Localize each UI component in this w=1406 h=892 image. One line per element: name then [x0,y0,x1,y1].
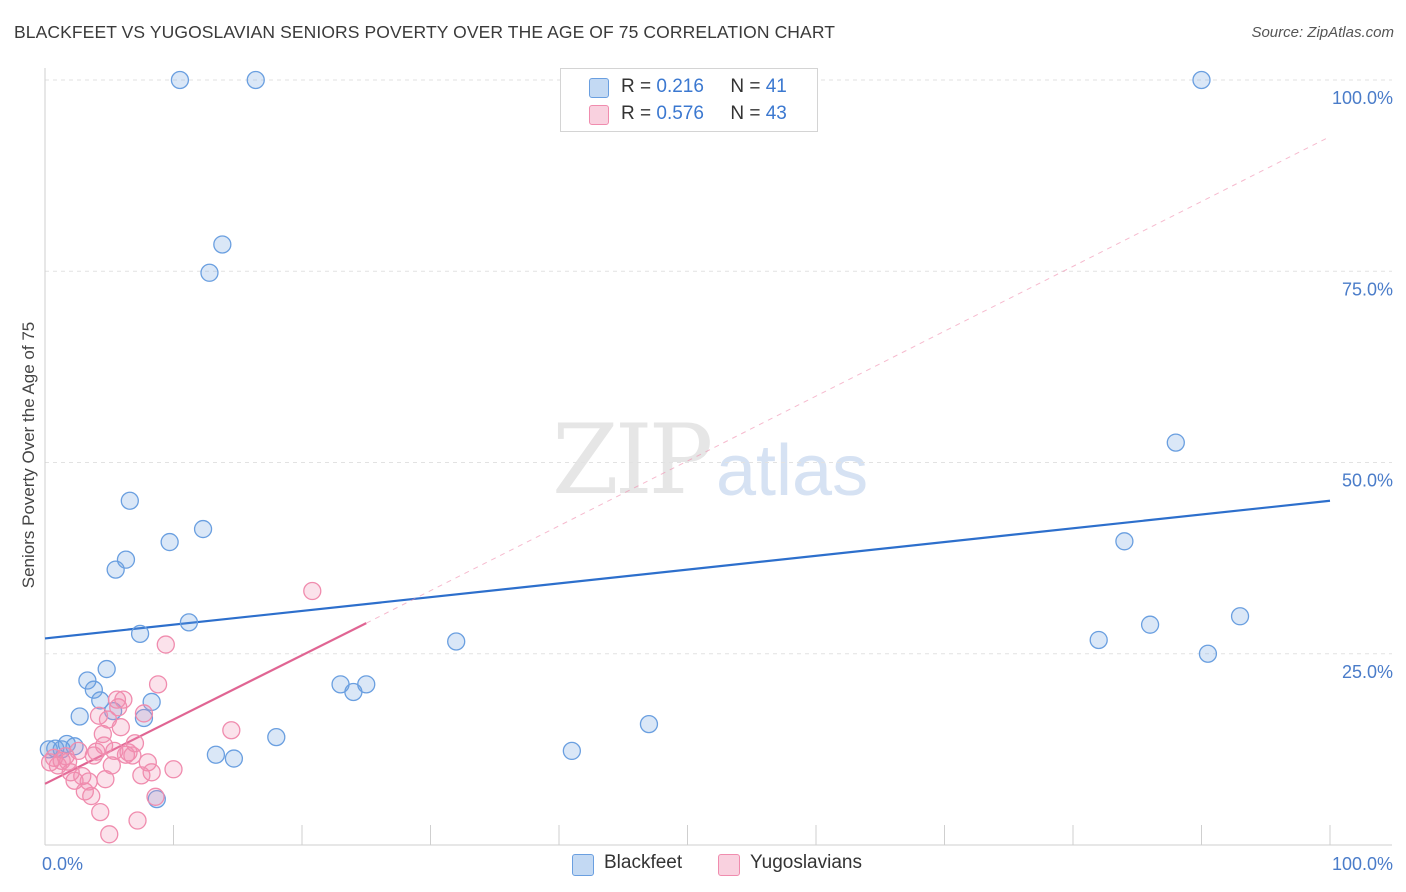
point-blackfeet [1230,607,1250,626]
point-yugoslavians [91,802,110,822]
point-blackfeet [179,613,199,632]
point-yugoslavians [69,741,88,761]
y-tick-label: 75.0% [1342,279,1393,299]
point-blackfeet [1140,615,1160,634]
point-yugoslavians [107,690,127,709]
correlation-legend: R = 0.216 N = 41 R = 0.576 N = 43 [560,68,818,132]
axes [44,68,1392,846]
point-blackfeet [562,741,581,761]
point-blackfeet [639,714,659,734]
point-blackfeet [78,671,97,690]
trend-extension-1 [366,136,1331,624]
trend-line-1 [44,622,367,785]
legend-r-value: 0.216 [656,76,704,97]
point-blackfeet [84,680,103,699]
series-swatch-yugoslavians [718,854,740,876]
legend-text-blackfeet: R = 0.216 N = 41 [621,76,787,98]
source-credit[interactable]: Source: ZipAtlas.com [1251,24,1394,41]
point-yugoslavians [303,581,322,601]
grid-lines [45,79,1392,655]
point-blackfeet [1198,644,1218,663]
point-yugoslavians [89,706,109,725]
point-blackfeet [447,632,466,651]
x-tick-label-max: 100.0% [1332,854,1393,874]
legend-n-label: N = [730,103,761,124]
point-yugoslavians [146,787,165,806]
point-blackfeet [116,550,136,569]
legend-r-value: 0.576 [656,103,704,124]
point-blackfeet [120,491,139,510]
legend-swatch-yugoslavians [589,105,609,125]
legend-text-yugoslavians: R = 0.576 N = 43 [621,103,787,125]
trend-lines [44,136,1331,785]
watermark-atlas: atlas [716,431,869,511]
legend-n-label: N = [730,76,761,97]
y-tick-label: 25.0% [1342,662,1393,682]
point-blackfeet [1166,433,1185,452]
y-axis-title: Seniors Poverty Over the Age of 75 [19,322,38,588]
trend-line-0 [44,499,1331,640]
point-yugoslavians [138,753,157,772]
point-blackfeet [1115,532,1134,551]
point-yugoslavians [148,675,168,694]
series-legend: Blackfeet Yugoslavians [0,852,1406,878]
point-blackfeet [160,532,179,552]
series-swatch-blackfeet [572,854,594,876]
point-blackfeet [357,675,376,694]
point-blackfeet [213,235,232,254]
point-yugoslavians [156,635,175,654]
series-label-yugoslavians: Yugoslavians [750,852,862,873]
tick-labels: 25.0% 50.0% 75.0% 100.0% 0.0% 100.0% Seniors P… [19,88,1393,874]
point-blackfeet [224,749,244,768]
point-yugoslavians [114,690,133,709]
point-blackfeet [1089,630,1108,650]
point-yugoslavians [142,763,161,782]
point-yugoslavians [105,741,124,761]
chart-title: BLACKFEET VS YUGOSLAVIAN SENIORS POVERTY… [14,22,836,42]
point-yugoslavians [125,734,145,753]
point-yugoslavians [111,718,130,737]
legend-n-value: 43 [765,103,787,124]
legend-n-value: 41 [765,76,787,97]
point-yugoslavians [102,756,121,775]
data-points [39,70,1250,844]
legend-r-label: R = [621,103,652,124]
y-tick-label: 100.0% [1332,88,1393,108]
point-blackfeet [97,659,116,679]
point-blackfeet [134,708,154,728]
point-yugoslavians [94,736,114,755]
point-yugoslavians [164,760,183,779]
point-yugoslavians [82,786,101,806]
point-blackfeet [200,263,219,282]
point-blackfeet [1192,70,1211,90]
legend-r-label: R = [621,76,652,97]
point-yugoslavians [222,721,241,740]
point-blackfeet [267,727,286,747]
watermark-zip: ZIP [552,404,713,516]
y-tick-label: 50.0% [1342,471,1393,491]
point-blackfeet [70,707,89,726]
point-yugoslavians [134,704,154,723]
point-blackfeet [193,519,213,539]
point-blackfeet [246,70,265,90]
legend-swatch-blackfeet [589,78,609,98]
point-blackfeet [130,624,150,644]
point-blackfeet [206,745,226,764]
point-yugoslavians [100,825,119,844]
point-yugoslavians [128,811,147,830]
series-label-blackfeet: Blackfeet [604,852,683,873]
point-blackfeet [170,70,190,90]
x-tick-label-min: 0.0% [42,854,83,874]
